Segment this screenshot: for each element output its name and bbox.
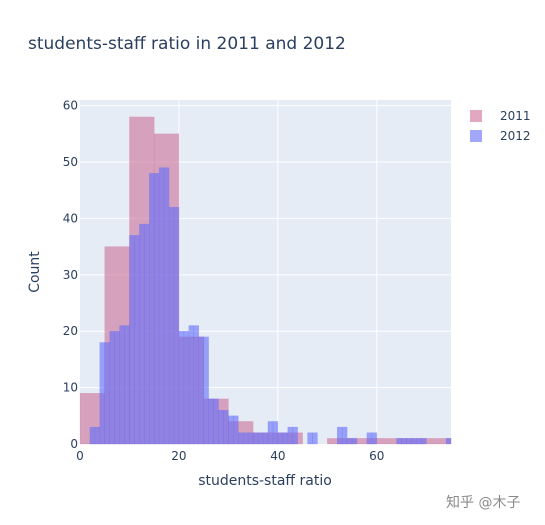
bar-2012[interactable]: [242, 432, 249, 445]
bar-2012[interactable]: [149, 173, 155, 445]
bar-2012[interactable]: [406, 438, 412, 445]
bar-2012[interactable]: [94, 426, 101, 445]
bar-2012[interactable]: [173, 206, 180, 445]
bar-2012[interactable]: [163, 167, 170, 445]
bar-2012[interactable]: [272, 421, 279, 445]
bar-2012[interactable]: [218, 409, 224, 445]
y-tick-label: 40: [63, 211, 78, 225]
bar-2012[interactable]: [104, 342, 110, 445]
ticks-layer: 0 10 20 30 40 50 60 0 20 40 60: [63, 99, 385, 463]
bar-2012[interactable]: [307, 432, 313, 445]
bar-2012[interactable]: [114, 330, 120, 445]
bar-2012[interactable]: [198, 336, 204, 445]
bar-2012[interactable]: [366, 432, 373, 445]
bar-2012[interactable]: [238, 432, 244, 445]
bars-layer: [79, 116, 452, 445]
bar-2012[interactable]: [153, 173, 160, 445]
bar-2012[interactable]: [346, 438, 353, 445]
bar-2012[interactable]: [312, 432, 318, 445]
bar-2012[interactable]: [416, 438, 422, 445]
bar-2012[interactable]: [178, 330, 185, 445]
series-2012: [89, 167, 452, 445]
y-tick-label: 10: [63, 381, 78, 395]
bar-2012[interactable]: [401, 438, 407, 445]
legend-label-2011: 2011: [500, 109, 531, 123]
bar-2012[interactable]: [139, 223, 145, 445]
bar-2012[interactable]: [233, 415, 239, 445]
bar-2012[interactable]: [336, 426, 343, 445]
bar-2012[interactable]: [223, 409, 229, 445]
bar-2012[interactable]: [134, 235, 140, 445]
bar-2012[interactable]: [292, 426, 298, 445]
bar-2012[interactable]: [421, 438, 427, 445]
bar-2012[interactable]: [252, 432, 259, 445]
watermark: 知乎 @木子: [446, 495, 521, 511]
bar-2012[interactable]: [208, 398, 214, 445]
y-axis-label: Count: [27, 251, 43, 293]
y-tick-label: 30: [63, 268, 78, 282]
bar-2012[interactable]: [168, 206, 175, 445]
x-tick-label: 20: [171, 449, 186, 463]
legend-swatch-2011: [470, 110, 482, 122]
bar-2012[interactable]: [158, 167, 165, 445]
y-tick-label: 50: [63, 155, 78, 169]
bar-2012[interactable]: [129, 235, 135, 445]
bar-2012[interactable]: [257, 432, 264, 445]
bar-2012[interactable]: [144, 223, 150, 445]
bar-2012[interactable]: [89, 426, 96, 445]
legend-item-2012[interactable]: 2012: [470, 126, 531, 146]
y-tick-label: 0: [70, 437, 78, 451]
bar-2012[interactable]: [411, 438, 417, 445]
bar-2012[interactable]: [267, 421, 274, 445]
bar-2012[interactable]: [109, 330, 115, 445]
legend[interactable]: 2011 2012: [470, 106, 531, 146]
x-tick-label: 0: [76, 449, 84, 463]
y-tick-label: 20: [63, 324, 78, 338]
bar-2012[interactable]: [228, 415, 234, 445]
bar-2012[interactable]: [341, 426, 348, 445]
y-tick-label: 60: [63, 99, 78, 113]
legend-label-2012: 2012: [500, 129, 531, 143]
x-axis-label: students-staff ratio: [198, 473, 332, 489]
legend-swatch-2012: [470, 130, 482, 142]
bar-2012[interactable]: [213, 398, 219, 445]
bar-2012[interactable]: [282, 432, 289, 445]
bar-2012[interactable]: [445, 438, 452, 445]
bar-2012[interactable]: [188, 325, 195, 445]
bar-2012[interactable]: [371, 432, 378, 445]
bar-2012[interactable]: [287, 426, 293, 445]
x-tick-label: 60: [369, 449, 384, 463]
bar-2012[interactable]: [124, 325, 130, 445]
bar-2012[interactable]: [99, 342, 105, 445]
x-tick-label: 40: [270, 449, 285, 463]
bar-2012[interactable]: [247, 432, 254, 445]
bar-2012[interactable]: [396, 438, 402, 445]
chart-title: students-staff ratio in 2011 and 2012: [28, 34, 346, 54]
bar-2012[interactable]: [203, 336, 209, 445]
bar-2012[interactable]: [183, 330, 190, 445]
bar-2012[interactable]: [262, 432, 269, 445]
bar-2012[interactable]: [277, 432, 284, 445]
legend-item-2011[interactable]: 2011: [470, 106, 531, 126]
bar-2012[interactable]: [119, 325, 125, 445]
bar-2012[interactable]: [351, 438, 358, 445]
bar-2012[interactable]: [193, 325, 199, 445]
